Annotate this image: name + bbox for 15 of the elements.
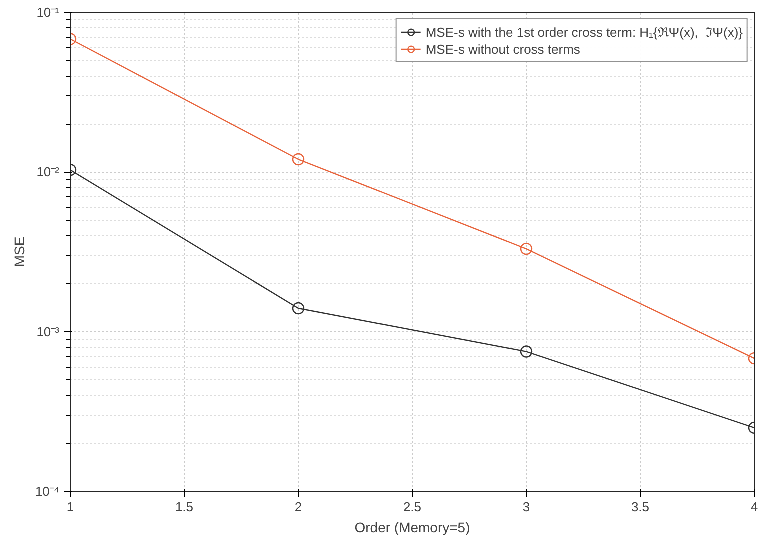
y-tick-label: 10⁻² (36, 164, 60, 180)
y-axis-title: MSE (11, 236, 28, 268)
legend-label: MSE-s with the 1st order cross term: H₁{ℜΨ(x), ℑΨ(x)} (426, 24, 743, 41)
x-tick-label: 1.5 (175, 500, 194, 514)
legend-label: MSE-s without cross terms (426, 41, 580, 57)
x-tick-label: 3 (522, 500, 530, 514)
x-tick-label: 3.5 (631, 500, 650, 514)
y-tick-label: 10⁻³ (36, 324, 60, 340)
x-axis-title: Order (Memory=5) (354, 520, 470, 536)
x-tick-label: 2.5 (403, 500, 422, 514)
y-tick-label: 10⁻¹ (36, 5, 60, 20)
y-tick-label: 10⁻⁴ (35, 484, 60, 499)
x-tick-label: 1 (66, 500, 74, 514)
x-tick-label: 2 (294, 500, 302, 514)
x-tick-label: 4 (750, 500, 758, 514)
